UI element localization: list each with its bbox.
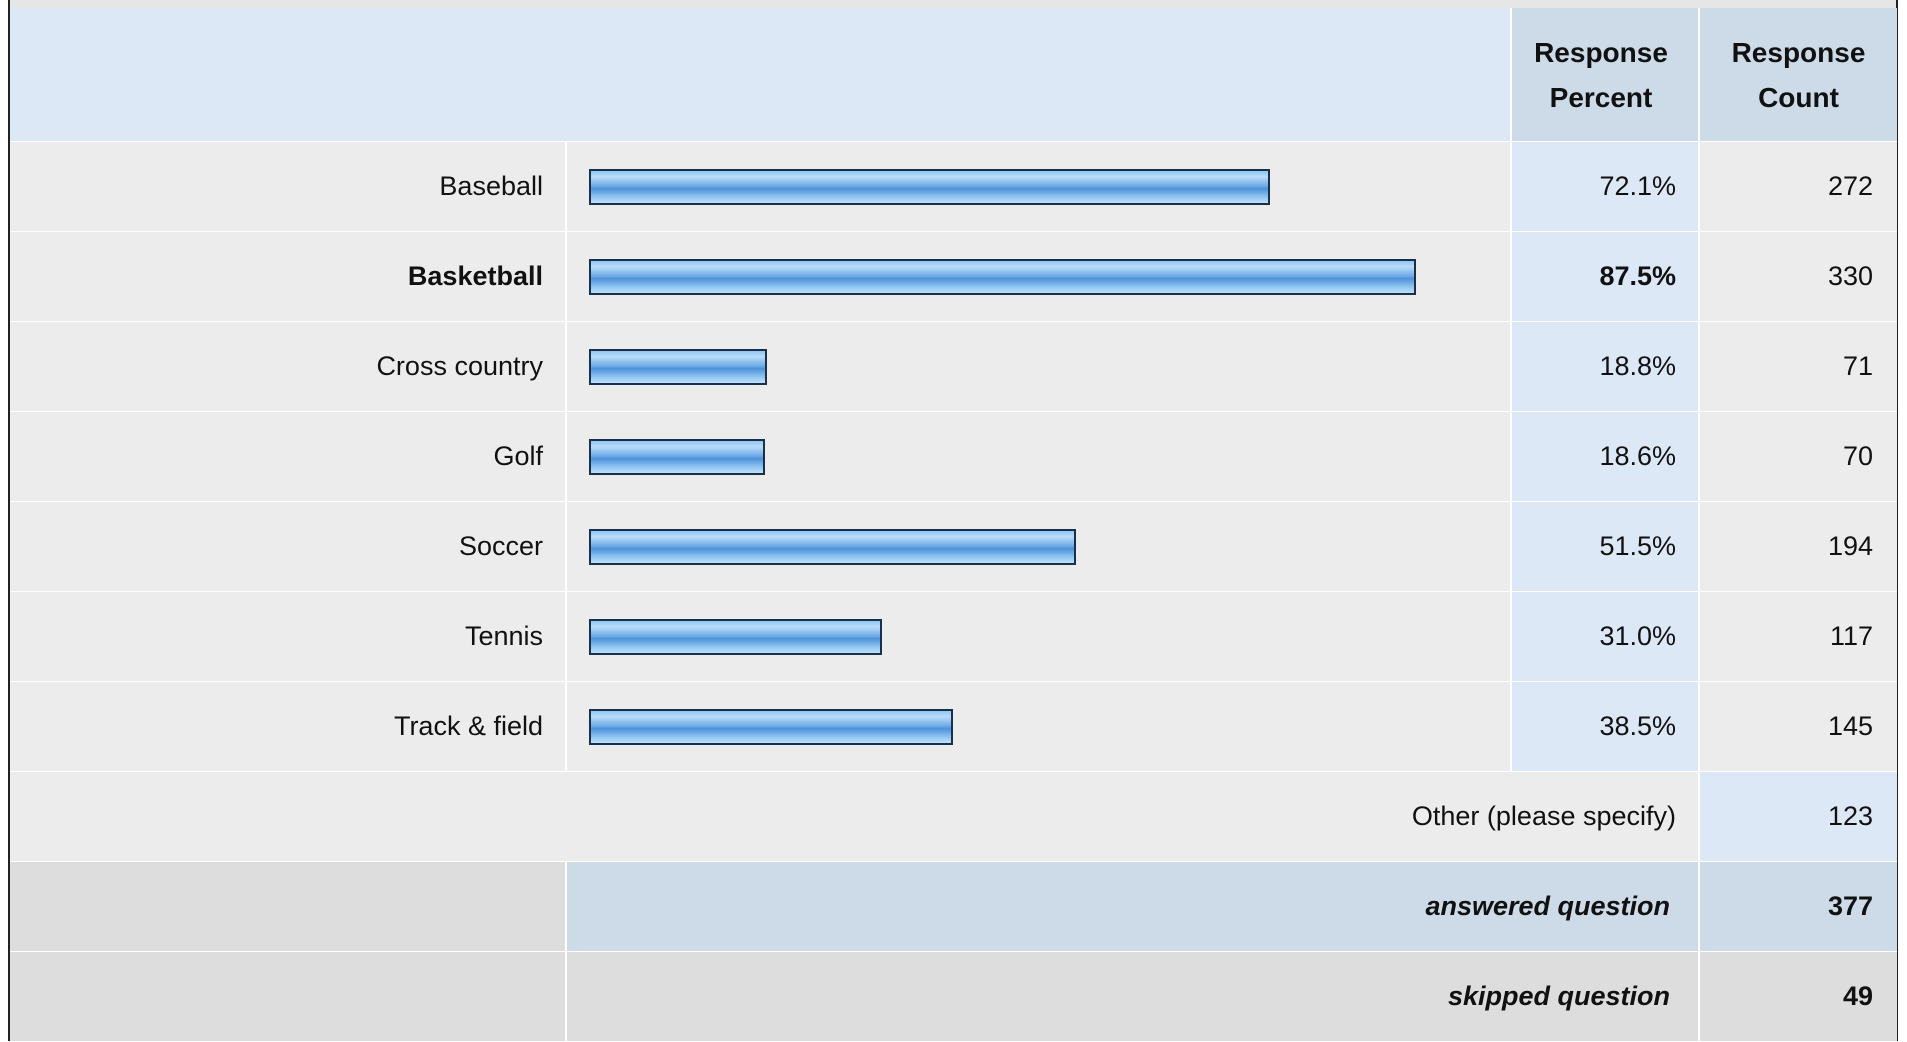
- response-percent: 87.5%: [1510, 231, 1699, 322]
- table-row: Tennis 31.0% 117: [10, 591, 1897, 682]
- bar: [589, 708, 953, 745]
- answered-row: answered question 377: [10, 861, 1897, 952]
- response-percent: 72.1%: [1510, 141, 1699, 232]
- response-count: 194: [1698, 501, 1897, 592]
- response-count-header-line2: Count: [1758, 81, 1839, 113]
- response-percent: 38.5%: [1510, 681, 1699, 772]
- table-row: Golf 18.6% 70: [10, 411, 1897, 502]
- response-percent: 51.5%: [1510, 501, 1699, 592]
- other-row: Other (please specify) 123: [10, 771, 1897, 862]
- response-count: 117: [1698, 591, 1897, 682]
- answered-question-label: answered question: [566, 861, 1699, 952]
- response-percent: 18.6%: [1510, 411, 1699, 502]
- bar: [589, 258, 1416, 295]
- bar: [589, 438, 765, 475]
- survey-results-table: Response Percent Response Count Baseball…: [10, 8, 1897, 1042]
- bar-track: [589, 348, 1534, 385]
- response-count: 145: [1698, 681, 1897, 772]
- bar-track: [589, 528, 1534, 565]
- answered-question-count: 377: [1698, 861, 1897, 952]
- response-count-header-line1: Response: [1731, 36, 1866, 68]
- bar-cell: [566, 591, 1511, 682]
- category-label: Cross country: [10, 321, 567, 412]
- response-count: 70: [1698, 411, 1897, 502]
- table-row: Basketball 87.5% 330: [10, 231, 1897, 322]
- table-header-row: Response Percent Response Count: [10, 8, 1897, 142]
- table-row: Track & field 38.5% 145: [10, 681, 1897, 772]
- response-percent-header: Response Percent: [1510, 8, 1699, 142]
- bar-track: [589, 618, 1534, 655]
- skipped-question-label: skipped question: [566, 951, 1699, 1042]
- bar-cell: [566, 501, 1511, 592]
- bar: [589, 348, 767, 385]
- bar-cell: [566, 231, 1511, 322]
- table-row: Baseball 72.1% 272: [10, 141, 1897, 232]
- skipped-blank-cell: [10, 951, 567, 1042]
- bar-track: [589, 438, 1534, 475]
- bar-cell: [566, 681, 1511, 772]
- response-count: 71: [1698, 321, 1897, 412]
- other-label: Other (please specify): [10, 771, 1699, 862]
- other-count: 123: [1698, 771, 1897, 862]
- bar-cell: [566, 141, 1511, 232]
- bar-cell: [566, 321, 1511, 412]
- bar: [589, 168, 1270, 205]
- bar: [589, 528, 1076, 565]
- response-count-header: Response Count: [1698, 8, 1897, 142]
- category-label: Golf: [10, 411, 567, 502]
- bar-track: [589, 708, 1534, 745]
- bar-cell: [566, 411, 1511, 502]
- bar-track: [589, 258, 1534, 295]
- response-percent-header-line1: Response: [1534, 36, 1668, 68]
- category-label: Baseball: [10, 141, 567, 232]
- response-count: 330: [1698, 231, 1897, 322]
- skipped-row: skipped question 49: [10, 951, 1897, 1042]
- skipped-question-count: 49: [1698, 951, 1897, 1042]
- bar-track: [589, 168, 1534, 205]
- response-count: 272: [1698, 141, 1897, 232]
- header-blank-cell: [10, 8, 1511, 142]
- answered-blank-cell: [10, 861, 567, 952]
- response-percent: 31.0%: [1510, 591, 1699, 682]
- table-row: Cross country 18.8% 71: [10, 321, 1897, 412]
- category-label: Basketball: [10, 231, 567, 322]
- category-label: Soccer: [10, 501, 567, 592]
- response-percent-header-line2: Percent: [1549, 81, 1653, 113]
- bar: [589, 618, 882, 655]
- category-label: Tennis: [10, 591, 567, 682]
- category-label: Track & field: [10, 681, 567, 772]
- response-percent: 18.8%: [1510, 321, 1699, 412]
- table-row: Soccer 51.5% 194: [10, 501, 1897, 592]
